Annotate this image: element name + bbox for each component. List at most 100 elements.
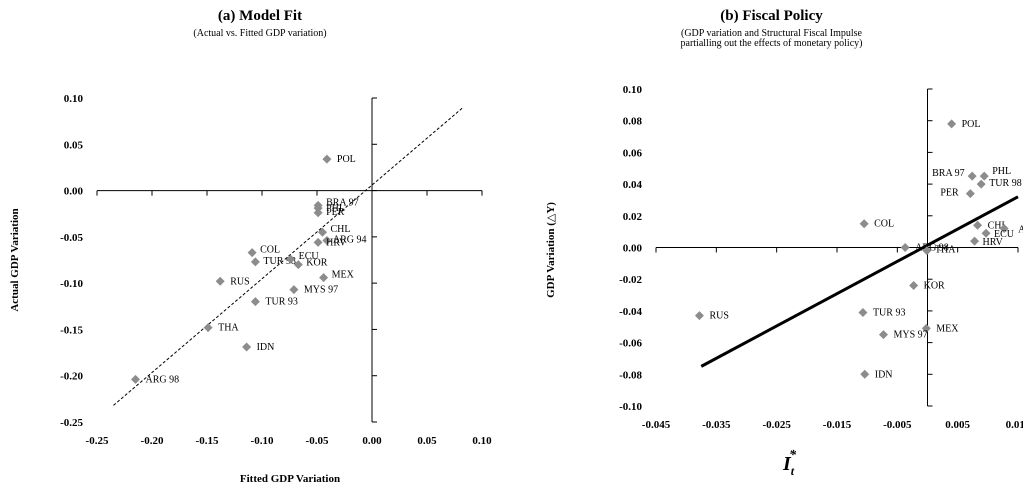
y-tick-label: 0.10 bbox=[64, 93, 84, 105]
y-tick-label: -0.05 bbox=[60, 232, 83, 244]
point-label: ARG 94 bbox=[333, 235, 367, 246]
chart-subtitle: (Actual vs. Fitted GDP variation) bbox=[193, 28, 327, 39]
point-label: HRV bbox=[983, 237, 1004, 248]
x-tick-label: -0.05 bbox=[306, 435, 329, 447]
data-point-per bbox=[313, 208, 323, 218]
panel-fiscal-policy: (b) Fiscal Policy (GDP variation and Str… bbox=[520, 0, 1023, 487]
point-label: RUS bbox=[230, 276, 249, 287]
x-tick-label: 0.05 bbox=[417, 435, 437, 447]
data-point-idn bbox=[242, 342, 252, 352]
point-label: TUR 93 bbox=[873, 307, 906, 318]
point-label: MEX bbox=[936, 323, 959, 334]
data-point-rus bbox=[215, 276, 225, 286]
data-point-pol bbox=[947, 119, 957, 129]
data-point-per bbox=[965, 189, 975, 199]
y-tick-label: -0.10 bbox=[60, 278, 83, 290]
point-label: TUR 98 bbox=[989, 178, 1022, 189]
y-axis-label: GDP Variation (△Y) bbox=[545, 202, 557, 298]
point-label: ARG 94 bbox=[1018, 224, 1023, 235]
data-point-kor bbox=[909, 281, 919, 291]
data-point-tha bbox=[922, 246, 932, 256]
data-point-ecu bbox=[286, 254, 296, 264]
data-point-mex bbox=[921, 323, 931, 333]
x-tick-label: -0.25 bbox=[86, 435, 109, 447]
data-point-tur-98 bbox=[250, 257, 260, 267]
chart-subtitle-line-2: partialling out the effects of monetary … bbox=[680, 38, 863, 49]
point-label: HRV bbox=[326, 237, 347, 248]
y-tick-label: 0.04 bbox=[623, 179, 643, 191]
data-point-arg-94 bbox=[999, 223, 1009, 233]
y-tick-label: 0.10 bbox=[623, 84, 643, 96]
point-label: ECU bbox=[994, 229, 1015, 240]
data-point-arg-98 bbox=[900, 243, 910, 252]
panel-model-fit: (a) Model Fit (Actual vs. Fitted GDP var… bbox=[9, 8, 492, 485]
data-point-ecu bbox=[981, 228, 991, 238]
point-label: TUR 98 bbox=[263, 256, 296, 267]
data-point-col bbox=[859, 219, 869, 229]
chart-subtitle-line-1: (GDP variation and Structural Fiscal Imp… bbox=[681, 28, 862, 39]
x-tick-label: 0.005 bbox=[945, 419, 970, 431]
data-point-tur-93 bbox=[858, 307, 868, 317]
point-label: IDN bbox=[875, 369, 893, 380]
x-tick-label: 0.10 bbox=[472, 435, 492, 447]
data-point-chl bbox=[318, 227, 327, 237]
y-tick-label: 0.06 bbox=[623, 147, 643, 159]
data-point-mys-97 bbox=[878, 330, 888, 340]
point-label: COL bbox=[874, 219, 894, 230]
point-label: ARG 98 bbox=[915, 243, 949, 254]
x-axis-label: Fitted GDP Variation bbox=[240, 473, 340, 485]
data-point-bra-97 bbox=[967, 171, 977, 181]
y-tick-label: 0.02 bbox=[623, 211, 643, 223]
x-tick-label: -0.015 bbox=[823, 419, 852, 431]
y-tick-label: -0.02 bbox=[619, 274, 642, 286]
y-tick-label: -0.15 bbox=[60, 324, 83, 336]
data-point-arg-98 bbox=[131, 374, 140, 384]
data-point-idn bbox=[860, 369, 870, 379]
point-label: PER bbox=[326, 207, 345, 218]
y-tick-label: -0.10 bbox=[619, 401, 642, 413]
x-tick-label: -0.035 bbox=[702, 419, 731, 431]
point-label: CHL bbox=[988, 220, 1008, 231]
y-tick-label: 0.00 bbox=[623, 243, 643, 255]
y-axis-label: Actual GDP Variation bbox=[9, 208, 21, 311]
chart-title: (a) Model Fit bbox=[217, 8, 303, 24]
x-tick-label: 0.015 bbox=[1006, 419, 1023, 431]
point-label: MYS 97 bbox=[893, 330, 927, 341]
data-point-hrv bbox=[313, 237, 323, 247]
regression-line bbox=[113, 106, 464, 406]
point-label: BRA 97 bbox=[932, 168, 965, 179]
y-tick-label: -0.20 bbox=[60, 371, 83, 383]
point-label: ECU bbox=[299, 251, 320, 262]
x-tick-label: -0.045 bbox=[642, 419, 671, 431]
x-tick-label: -0.15 bbox=[196, 435, 219, 447]
y-tick-label: 0.05 bbox=[64, 139, 84, 151]
point-label: CHL bbox=[331, 224, 351, 235]
point-label: BRA 97 bbox=[326, 197, 359, 208]
regression-line bbox=[700, 195, 1019, 368]
point-label: IDN bbox=[257, 342, 275, 353]
data-point-tha bbox=[203, 323, 213, 333]
point-label: ARG 98 bbox=[146, 374, 180, 385]
data-point-phl bbox=[979, 171, 989, 181]
point-label: PHL bbox=[326, 203, 345, 214]
x-axis-label: It* bbox=[782, 448, 797, 478]
y-tick-label: -0.25 bbox=[60, 417, 83, 429]
point-label: MEX bbox=[332, 270, 355, 281]
data-point-mex bbox=[319, 273, 329, 283]
point-label: TUR 93 bbox=[265, 297, 298, 308]
data-point-hrv bbox=[970, 236, 980, 246]
y-tick-label: -0.06 bbox=[619, 338, 642, 350]
x-tick-label: -0.005 bbox=[883, 419, 912, 431]
point-label: KOR bbox=[306, 258, 327, 269]
point-label: PHL bbox=[992, 166, 1011, 177]
x-tick-label: -0.20 bbox=[141, 435, 164, 447]
data-point-phl bbox=[313, 203, 323, 213]
x-tick-label: 0.00 bbox=[362, 435, 382, 447]
data-point-tur-93 bbox=[250, 297, 260, 307]
x-tick-label: -0.025 bbox=[762, 419, 791, 431]
y-tick-label: -0.08 bbox=[619, 369, 642, 381]
point-label: POL bbox=[337, 154, 356, 165]
data-point-tur-98 bbox=[976, 179, 986, 189]
data-point-chl bbox=[973, 220, 983, 230]
y-tick-label: 0.00 bbox=[64, 186, 84, 198]
